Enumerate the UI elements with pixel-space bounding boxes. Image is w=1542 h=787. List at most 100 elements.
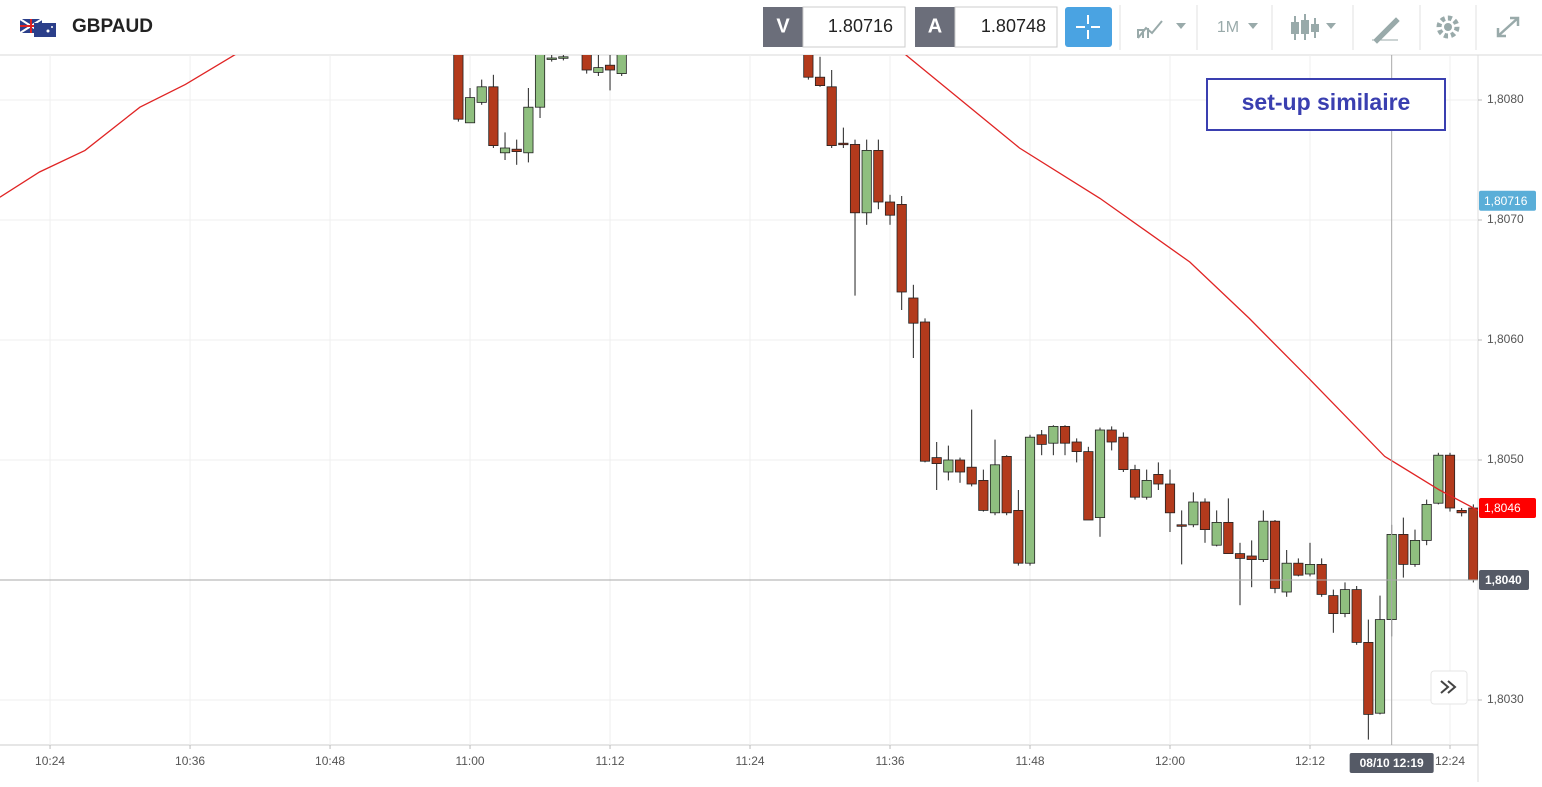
candle-body: [1316, 564, 1327, 595]
candle-body: [616, 55, 627, 75]
candle-body: [558, 56, 569, 59]
candle-body: [943, 459, 954, 473]
x-tick-label: 12:00: [1155, 754, 1185, 768]
crosshair-price-badge: [1479, 570, 1529, 590]
crosshair-price-label: 1,8040: [1485, 573, 1522, 587]
chart-type-button[interactable]: [1137, 20, 1163, 39]
x-tick-label: 11:00: [455, 754, 484, 768]
crosshair-time-label: 08/10 12:19: [1360, 756, 1424, 770]
candle-body: [1048, 425, 1059, 444]
candle-body: [1328, 595, 1339, 614]
candle-body: [1304, 564, 1316, 575]
candle-body: [1118, 436, 1129, 471]
x-tick-label: 12:24: [1435, 754, 1465, 768]
price-marker: [1479, 498, 1536, 518]
candle-body: [919, 321, 931, 462]
candle-body: [931, 457, 942, 465]
candle-body: [1374, 619, 1386, 714]
candle-body: [464, 97, 476, 124]
settings[interactable]: [1436, 15, 1460, 39]
candle-body: [1036, 434, 1047, 445]
scroll-icon: [1440, 680, 1457, 694]
candle-body: [523, 106, 534, 154]
candle-body: [604, 64, 616, 71]
separators: [1119, 5, 1477, 50]
ask-label: A: [928, 15, 942, 37]
candle-body: [1153, 473, 1164, 485]
scroll-right-button[interactable]: [1430, 670, 1468, 705]
annotation-box: [1206, 78, 1446, 131]
candle-body: [966, 466, 977, 485]
y-tick-label: 1,8050: [1487, 452, 1524, 466]
candle-body: [1176, 524, 1187, 527]
candle-body: [1188, 501, 1199, 526]
candle-body: [908, 297, 919, 324]
price-marker-label: 1,80716: [1484, 194, 1528, 208]
candle-body: [1258, 520, 1269, 561]
x-tick-label: 11:24: [735, 754, 764, 768]
y-tick-label: 1,8080: [1487, 92, 1524, 106]
candle-body: [954, 459, 966, 473]
bid-button[interactable]: [763, 7, 803, 47]
x-tick-label: 11:12: [595, 754, 624, 768]
crosshair-icon: [1076, 15, 1100, 39]
candle-body: [1409, 540, 1421, 565]
candle-body: [1398, 534, 1409, 565]
symbol: GBPAUD: [72, 16, 153, 37]
bid-label: V: [776, 15, 790, 37]
dropdown-arrow: [1176, 23, 1186, 29]
candle-body: [499, 147, 511, 154]
candle-body: [1468, 507, 1478, 581]
candle-body: [593, 67, 604, 73]
candle-body: [826, 86, 837, 147]
x-tick-label: 12:12: [1295, 754, 1325, 768]
dropdown-arrow: [1248, 23, 1258, 29]
candle-body: [1339, 589, 1351, 614]
candle-body: [1246, 555, 1257, 560]
candle-body: [1281, 562, 1292, 593]
grid: 1,8030 1,8050 1,8060 1,8070 1,8080 10:24 10:36…: [0, 55, 1524, 768]
candle-body: [1293, 562, 1304, 576]
moving-average: [0, 55, 1478, 511]
candle-body: [884, 201, 896, 216]
candle-body: [534, 55, 546, 108]
candle-body: [1421, 503, 1432, 541]
ask-price: 1.80748: [981, 16, 1046, 36]
candle-body: [476, 86, 487, 103]
candle-body: [861, 149, 872, 214]
ask-box[interactable]: [954, 6, 1058, 48]
candle-body: [1433, 454, 1444, 504]
fullscreen[interactable]: [1496, 16, 1520, 38]
candle-body: [1223, 522, 1234, 555]
draw-tool[interactable]: [1372, 17, 1400, 44]
timeframe[interactable]: 1M: [1217, 19, 1239, 36]
candle-body: [896, 203, 907, 293]
candle-body: [803, 55, 814, 78]
crosshair-button[interactable]: [1065, 7, 1112, 47]
candle-body: [989, 464, 1001, 514]
candle-body: [873, 149, 884, 203]
candle-body: [1199, 501, 1211, 531]
candle-body: [1351, 589, 1362, 643]
candle-body: [1141, 479, 1152, 498]
candle-body: [511, 148, 522, 152]
candle-body: [1071, 441, 1082, 453]
candle-body: [1129, 469, 1141, 498]
y-tick-label: 1,8070: [1487, 212, 1524, 226]
bid-price: 1.80716: [828, 16, 893, 36]
y-tick-label: 1,8030: [1487, 692, 1524, 706]
price-marker-label: 1,8046: [1484, 501, 1521, 515]
crosshair-time-badge: [1349, 753, 1434, 773]
candle-icon-bodies: [1291, 20, 1319, 34]
x-tick-label: 10:36: [175, 754, 205, 768]
candle-body: [814, 76, 826, 86]
candle-body: [849, 143, 861, 214]
flag: [19, 18, 56, 37]
overlay: 1,8040 08/10 12:19 1,80716 1,8046: [0, 55, 1536, 773]
y-tick-label: 1,8060: [1487, 332, 1524, 346]
candle-body: [1059, 425, 1071, 444]
bid-box[interactable]: [802, 6, 906, 48]
ask-button[interactable]: [915, 7, 955, 47]
candle-body: [581, 55, 592, 71]
